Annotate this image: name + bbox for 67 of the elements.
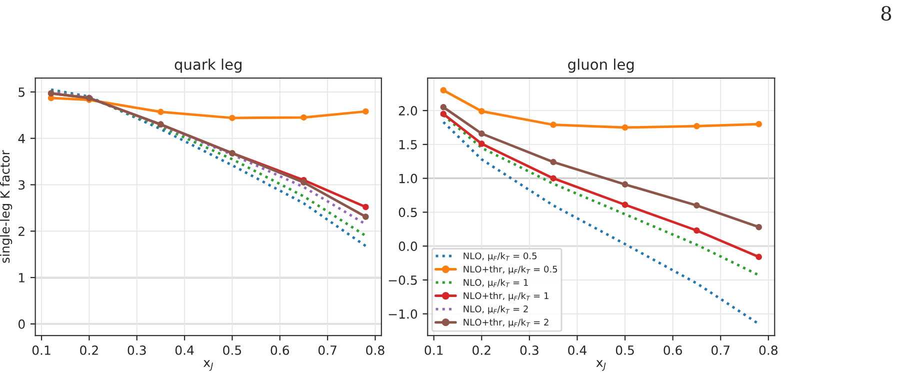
point	[694, 227, 700, 234]
y-tick-label: 1.0	[399, 174, 418, 184]
y-tick-label: 5	[18, 88, 25, 97]
y-tick-label: −1.0	[388, 309, 418, 319]
chart-title: gluon leg	[568, 58, 634, 73]
point	[694, 202, 700, 209]
legend-label: NLO, μ$_{F}$/k$_{T}$ = 0.5	[464, 252, 537, 262]
x-tick-label: 0.4	[568, 345, 586, 355]
point	[756, 224, 762, 230]
y-tick-label: 0.5	[398, 208, 417, 218]
y-axis-title: single-leg K factor	[0, 150, 12, 263]
point	[478, 108, 485, 114]
point	[478, 140, 485, 147]
line-series	[442, 120, 760, 326]
x-axis-title: x$_{J}$	[596, 360, 606, 371]
point	[756, 254, 762, 260]
point	[622, 124, 628, 131]
legend-label: NLO, μ$_{F}$/k$_{T}$ = 1	[464, 278, 528, 288]
point	[158, 108, 164, 116]
x-tick-label: 0.4	[175, 345, 194, 355]
x-tick-label: 0.1	[424, 345, 443, 355]
x-tick-label: 0.5	[223, 345, 242, 355]
x-tick-label: 0.1	[32, 345, 50, 355]
point	[300, 114, 307, 121]
point	[622, 181, 628, 188]
legend-label: NLO, μ$_{F}$/k$_{T}$ = 2	[464, 305, 528, 314]
point	[550, 158, 556, 166]
chart-title: quark leg	[174, 58, 242, 73]
legend-label: NLO+thr, μ$_{F}$/k$_{T}$ = 0.5	[464, 266, 558, 274]
x-axis-title: x$_{J}$	[203, 360, 213, 371]
y-tick-label: 2	[18, 226, 24, 236]
point	[440, 110, 447, 118]
point	[622, 202, 628, 208]
y-tick-label: 1.5	[399, 140, 417, 150]
y-tick-label: 4	[18, 134, 25, 144]
x-tick-label: 0.5	[616, 345, 634, 355]
point	[440, 87, 447, 94]
legend-label: NLO+thr, μ$_{F}$/k$_{T}$ = 2	[464, 318, 548, 328]
point	[550, 122, 556, 128]
point	[694, 123, 700, 130]
x-tick-label: 0.8	[366, 345, 384, 355]
y-tick-label: 0.0	[398, 242, 418, 252]
x-tick-label: 0.6	[270, 345, 290, 355]
point	[478, 130, 485, 137]
point	[440, 104, 447, 110]
point	[300, 179, 307, 186]
point	[756, 120, 762, 128]
x-tick-label: 0.7	[318, 345, 336, 355]
text: 8	[881, 6, 892, 21]
point	[362, 108, 369, 115]
y-tick-label: −0.5	[388, 275, 417, 285]
x-tick-label: 0.2	[472, 345, 490, 355]
y-tick-label: 0	[18, 319, 25, 329]
x-tick-label: 0.8	[759, 345, 778, 355]
y-tick-label: 2.0	[398, 106, 418, 116]
point	[550, 175, 556, 182]
x-tick-label: 0.6	[664, 345, 682, 355]
y-tick-label: 1	[19, 273, 24, 282]
legend-label: NLO+thr, μ$_{F}$/k$_{T}$ = 1	[464, 292, 548, 301]
point	[229, 114, 236, 122]
x-tick-label: 0.3	[520, 345, 538, 355]
point	[362, 204, 369, 210]
x-tick-label: 0.2	[80, 345, 98, 355]
y-tick-label: 3	[18, 180, 25, 190]
point	[362, 214, 369, 220]
x-tick-label: 0.3	[128, 345, 146, 355]
x-tick-label: 0.7	[712, 345, 730, 355]
